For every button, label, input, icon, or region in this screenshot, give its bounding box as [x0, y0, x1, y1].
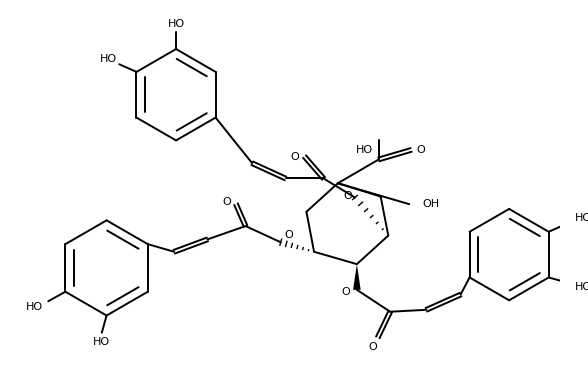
- Text: OH: OH: [423, 199, 440, 209]
- Text: HO: HO: [168, 19, 185, 29]
- Text: HO: HO: [575, 282, 588, 292]
- Text: O: O: [416, 145, 425, 155]
- Text: O: O: [369, 342, 377, 352]
- Text: O: O: [343, 191, 352, 201]
- Text: HO: HO: [99, 53, 116, 64]
- Text: O: O: [222, 197, 231, 207]
- Polygon shape: [353, 264, 360, 290]
- Text: O: O: [290, 152, 299, 162]
- Text: O: O: [341, 287, 350, 297]
- Text: HO: HO: [26, 302, 44, 312]
- Text: O: O: [284, 230, 293, 240]
- Text: HO: HO: [575, 214, 588, 223]
- Text: HO: HO: [93, 337, 111, 347]
- Text: HO: HO: [356, 145, 373, 155]
